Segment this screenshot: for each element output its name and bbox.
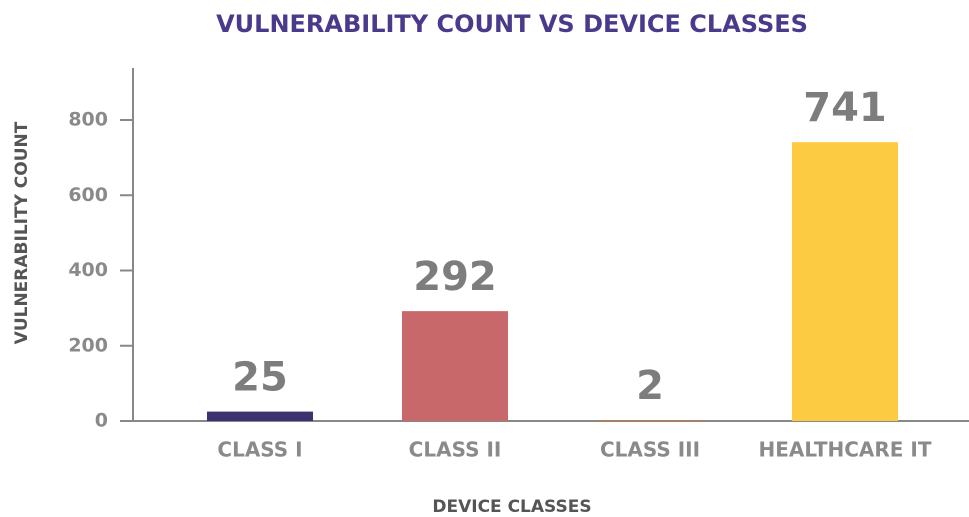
value-label: 741 bbox=[803, 85, 887, 131]
x-tick-label: CLASS II bbox=[409, 438, 502, 462]
value-label: 292 bbox=[413, 254, 497, 300]
y-axis-label: VULNERABILITY COUNT bbox=[12, 121, 32, 344]
y-tick-label: 800 bbox=[68, 109, 108, 131]
x-tick-label: CLASS III bbox=[600, 438, 700, 462]
y-tick-label: 200 bbox=[68, 334, 108, 356]
x-tick-label: HEALTHCARE IT bbox=[759, 438, 932, 462]
x-axis-label: DEVICE CLASSES bbox=[432, 497, 591, 517]
bar bbox=[597, 420, 703, 422]
x-tick-label: CLASS I bbox=[217, 438, 302, 462]
value-label: 2 bbox=[636, 363, 664, 409]
chart-title: VULNERABILITY COUNT VS DEVICE CLASSES bbox=[216, 10, 808, 38]
bar bbox=[792, 142, 898, 422]
y-tick-label: 600 bbox=[68, 184, 108, 206]
y-tick-label: 400 bbox=[68, 259, 108, 281]
value-label: 25 bbox=[232, 355, 288, 401]
bar bbox=[207, 411, 313, 421]
y-tick-label: 0 bbox=[95, 410, 108, 432]
bar bbox=[402, 311, 508, 421]
